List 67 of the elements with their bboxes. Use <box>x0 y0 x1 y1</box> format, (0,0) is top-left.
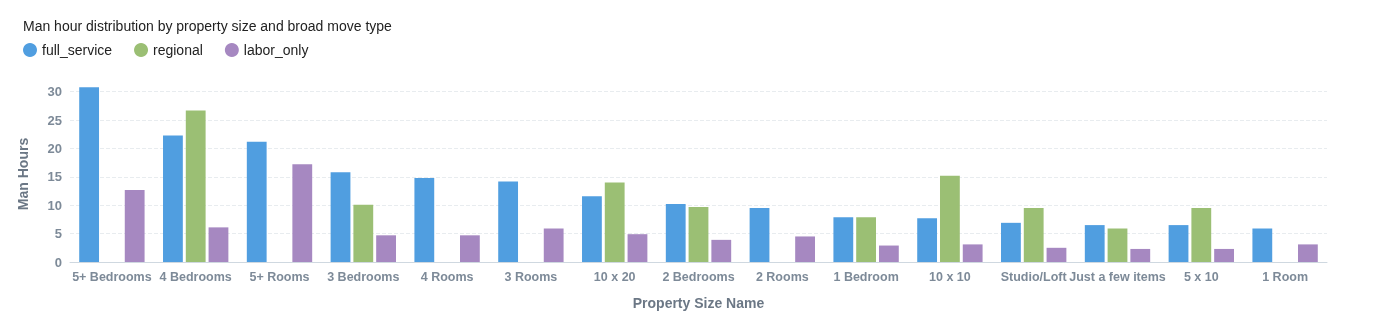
y-tick-label: 10 <box>47 197 62 213</box>
x-tick-label: 1 Room <box>1262 269 1309 284</box>
bar <box>246 141 267 262</box>
bar <box>79 87 100 262</box>
bar <box>1001 222 1021 262</box>
bar <box>688 206 709 262</box>
x-tick-label: 2 Bedrooms <box>662 269 735 284</box>
bar <box>1130 248 1151 262</box>
bar <box>604 182 625 262</box>
bar <box>185 110 206 262</box>
x-tick-label: 4 Rooms <box>420 269 474 284</box>
bar <box>795 236 815 262</box>
x-tick-label: 1 Bedroom <box>833 269 899 284</box>
bar <box>1084 225 1105 262</box>
bar <box>414 177 435 262</box>
bar <box>582 196 602 262</box>
bar <box>163 135 183 262</box>
x-tick-label: 5 x 10 <box>1183 269 1219 284</box>
bar <box>1107 228 1128 262</box>
bar <box>353 204 374 262</box>
bar <box>878 245 899 262</box>
bar <box>208 227 229 262</box>
bar <box>856 217 876 262</box>
x-tick-label: 10 x 20 <box>593 269 636 284</box>
bar <box>543 228 564 262</box>
x-axis-title: Property Size Name <box>632 295 765 311</box>
bar <box>627 234 648 262</box>
y-tick-label: 30 <box>47 84 62 100</box>
bar <box>749 208 770 262</box>
bar <box>1023 208 1044 262</box>
bar <box>292 164 313 262</box>
bar <box>1168 225 1189 262</box>
legend-label: full_service <box>42 42 113 58</box>
y-tick-label: 15 <box>47 169 62 185</box>
y-tick-label: 25 <box>47 112 62 128</box>
y-tick-label: 20 <box>47 140 62 156</box>
x-tick-label: 3 Rooms <box>504 269 558 284</box>
bar <box>330 172 351 262</box>
bar <box>498 181 519 262</box>
bar <box>1252 228 1273 262</box>
chart-title: Man hour distribution by property size and broad move type <box>23 18 393 34</box>
x-tick-label: 2 Rooms <box>755 269 809 284</box>
legend-label: regional <box>153 42 203 58</box>
bar <box>940 175 960 262</box>
bar <box>124 189 145 262</box>
bar <box>665 204 686 262</box>
bar <box>1297 244 1318 262</box>
x-tick-label: 5+ Rooms <box>249 269 310 284</box>
bar <box>1214 248 1234 262</box>
y-tick-label: 0 <box>54 254 62 270</box>
bar <box>917 218 938 262</box>
x-tick-label: 3 Bedrooms <box>327 269 400 284</box>
bar <box>1046 247 1067 262</box>
x-tick-label: 10 x 10 <box>929 269 971 284</box>
bar <box>962 244 983 262</box>
legend-label: labor_only <box>243 42 309 58</box>
x-tick-label: 4 Bedrooms <box>159 269 232 284</box>
bar <box>1191 208 1212 262</box>
bar <box>376 235 396 262</box>
bar <box>459 235 480 262</box>
bar <box>833 217 854 262</box>
x-tick-label: Just a few items <box>1069 269 1166 284</box>
x-tick-label: 5+ Bedrooms <box>72 269 152 284</box>
x-tick-label: Studio/Loft <box>1000 269 1068 284</box>
y-tick-label: 5 <box>54 226 62 242</box>
y-axis-title: Man Hours <box>15 137 31 211</box>
bar <box>711 239 732 262</box>
